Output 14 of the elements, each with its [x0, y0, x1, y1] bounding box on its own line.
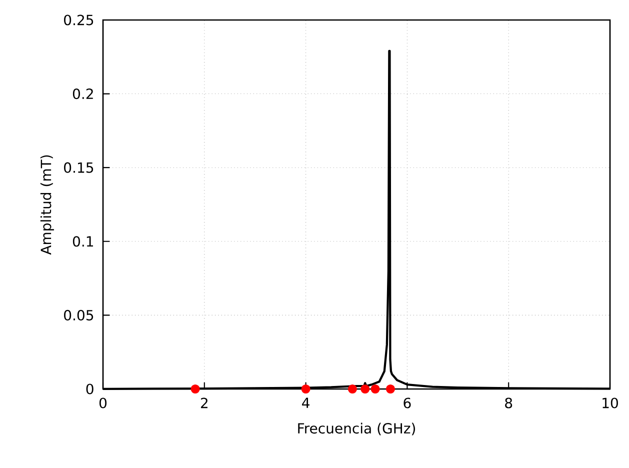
x-axis-title: Frecuencia (GHz) [298, 422, 416, 436]
y-tick-label: 0.25 [64, 14, 94, 26]
x-tick-label: 2 [200, 398, 208, 408]
x-tick-label: 8 [505, 398, 512, 408]
y-tick-label: 0.15 [64, 162, 94, 173]
x-tick-label: 4 [302, 398, 310, 408]
y-axis-title: Amplitud (mT) [40, 155, 54, 255]
y-tick-label: 0.1 [72, 236, 93, 247]
x-tick-label: 10 [602, 398, 618, 408]
y-tick-label: 0.2 [72, 88, 93, 100]
x-tick-label: 0 [99, 398, 107, 408]
y-tick-label: 0.05 [64, 310, 94, 320]
x-tick-label: 6 [404, 398, 411, 408]
y-tick-label: 0 [86, 384, 94, 394]
